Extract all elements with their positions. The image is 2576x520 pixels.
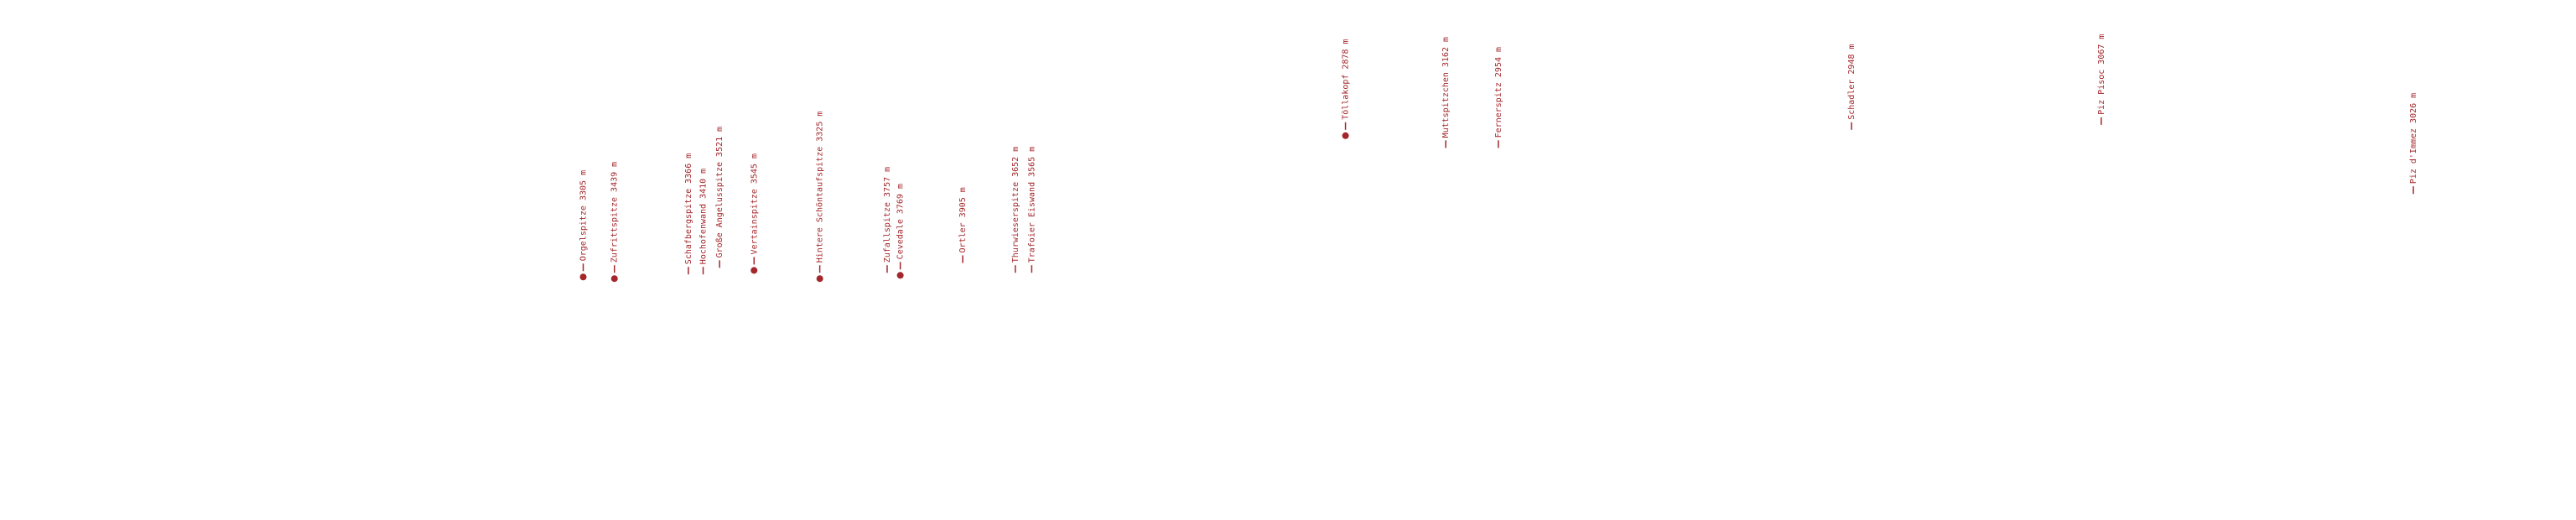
peak-label: Muttspitzchen 3162 m [1441,37,1451,148]
peak-name: Trafoier Eiswand 3565 m [1027,147,1036,263]
peak-label: Schafbergspitze 3366 m [684,153,693,275]
peak-name: Große Angelusspitze 3521 m [715,127,724,258]
peak-name: Vertainspitze 3545 m [750,153,759,254]
peak-name: Hochofenwand 3410 m [699,169,709,264]
peak-name: Schafbergspitze 3366 m [684,153,693,264]
peak-name: Orgelspitze 3305 m [579,170,589,261]
peak-marker [610,275,618,283]
peak-label: Ortler 3905 m [958,187,968,263]
peak-label: Trafoier Eiswand 3565 m [1027,147,1036,273]
peak-name: Muttspitzchen 3162 m [1441,37,1451,138]
peak-label: Vertainspitze 3545 m [750,153,759,274]
peak-label: Schadler 2948 m [1847,44,1857,130]
peak-label: Piz d'Immez 3026 m [2409,93,2418,195]
peak-name: Zufrittspitze 3439 m [610,162,620,263]
peak-marker [896,272,904,279]
peak-name: Töllakopf 2878 m [1342,39,1351,119]
peak-label: Piz Pisoc 3067 m [2097,34,2106,125]
peak-name: Zufallspitze 3757 m [883,167,892,263]
peak-label: Große Angelusspitze 3521 m [715,127,724,268]
peak-label: Fernerspitz 2954 m [1494,47,1504,148]
peak-label: Töllakopf 2878 m [1342,39,1351,139]
peak-name: Piz d'Immez 3026 m [2409,93,2418,184]
peak-label: Cevedale 3769 m [896,184,906,279]
peak-name: Schadler 2948 m [1847,44,1857,119]
peak-label: Zufrittspitze 3439 m [610,162,620,283]
peak-name: Fernerspitz 2954 m [1494,47,1504,138]
peak-name: Cevedale 3769 m [896,184,906,259]
peak-marker [750,267,758,274]
peak-label: Thurwieserspitze 3652 m [1011,147,1021,273]
peak-label: Zufallspitze 3757 m [883,167,892,273]
peak-marker [579,273,587,281]
peak-name: Ortler 3905 m [958,187,968,252]
peak-name: Hintere Schöntaufspitze 3325 m [816,112,825,263]
peak-name: Thurwieserspitze 3652 m [1011,147,1021,263]
peak-marker [816,275,823,283]
peak-label: Hintere Schöntaufspitze 3325 m [816,112,825,283]
peak-label: Hochofenwand 3410 m [699,169,709,275]
peak-marker [1342,132,1349,139]
peak-name: Piz Pisoc 3067 m [2097,34,2106,115]
peak-label: Orgelspitze 3305 m [579,170,589,281]
